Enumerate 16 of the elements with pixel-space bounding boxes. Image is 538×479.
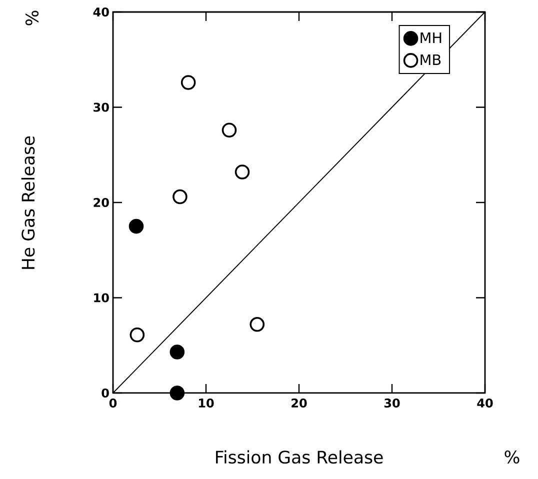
- text: %: [504, 450, 520, 464]
- y-tick-label: 10: [94, 293, 109, 302]
- y-tick-label: 0: [102, 388, 109, 398]
- x-axis-title: Fission Gas Release: [216, 450, 383, 464]
- legend-label: MH: [420, 32, 442, 43]
- y-tick-label: 30: [94, 102, 109, 112]
- x-tick-label: 40: [477, 398, 493, 408]
- x-tick-label: 10: [199, 398, 214, 408]
- x-tick-label: 0: [109, 398, 117, 408]
- legend-label: MB: [420, 54, 441, 65]
- y-tick-label: 20: [94, 198, 109, 208]
- x-tick-label: 20: [292, 398, 307, 408]
- text: %: [25, 10, 39, 26]
- x-tick-label: 30: [384, 398, 400, 408]
- y-tick-label: 40: [93, 7, 109, 17]
- y-axis-title: He Gas Release: [21, 136, 35, 269]
